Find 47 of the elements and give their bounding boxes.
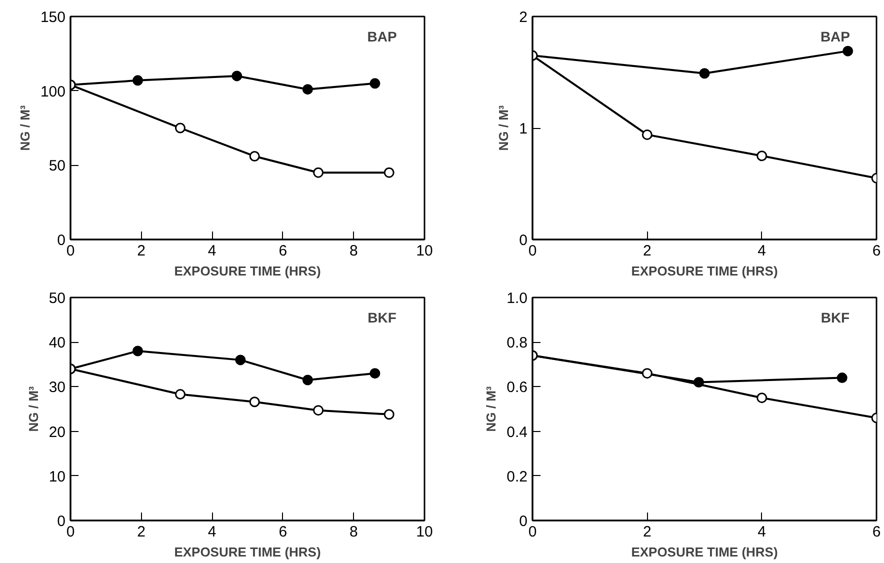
y-tick-label: 0.6 [506,379,528,396]
x-tick-label: 2 [137,242,146,260]
x-tick-label: 4 [758,242,766,260]
x-axis-title: EXPOSURE TIME (HRS) [631,544,778,560]
y-tick-label: 0 [57,513,66,530]
y-tick-label: 0 [519,232,528,249]
annotation: BAP [367,28,397,45]
x-tick-label: 10 [416,242,433,260]
x-tick-label: 4 [208,524,216,540]
y-axis-title: NG / M³ [26,386,41,432]
x-tick-label: 2 [642,242,652,260]
y-tick-label: 1.0 [506,290,528,307]
y-axis-title: NG / M³ [496,104,512,151]
x-axis-title: EXPOSURE TIME (HRS) [174,544,321,560]
annotation: BAP [820,28,850,45]
y-axis-title: NG / M³ [484,386,499,432]
x-tick-label: 6 [872,524,881,540]
y-tick-label: 0.2 [506,468,528,486]
y-tick-label: 0.4 [506,424,528,441]
y-tick-label: 100 [40,83,66,100]
x-tick-label: 4 [758,524,766,540]
y-tick-label: 0 [519,513,528,530]
y-tick-label: 1 [519,120,528,138]
y-tick-label: 20 [48,424,66,441]
x-tick-label: 8 [350,524,358,540]
annotation: BKF [820,310,850,326]
y-tick-label: 10 [48,468,66,486]
annotation: BKF [368,310,397,326]
y-tick-label: 0 [57,232,66,249]
x-tick-label: 2 [642,524,652,540]
x-axis-title: EXPOSURE TIME (HRS) [631,264,778,278]
x-tick-label: 6 [872,242,881,260]
y-tick-label: 50 [48,158,66,175]
y-tick-label: 40 [48,334,66,352]
x-tick-label: 6 [278,242,288,260]
x-tick-label: 8 [350,242,358,260]
x-tick-label: 6 [278,524,288,540]
y-axis-title: NG / M³ [17,104,32,151]
y-tick-label: 2 [519,9,528,26]
x-tick-label: 10 [416,524,433,540]
x-axis-title: EXPOSURE TIME (HRS) [174,264,321,278]
x-tick-label: 4 [208,242,216,260]
x-tick-label: 2 [137,524,146,540]
y-tick-label: 30 [48,379,66,396]
y-tick-label: 150 [40,9,66,26]
y-tick-label: 0.8 [506,334,528,352]
y-tick-label: 50 [48,290,66,307]
